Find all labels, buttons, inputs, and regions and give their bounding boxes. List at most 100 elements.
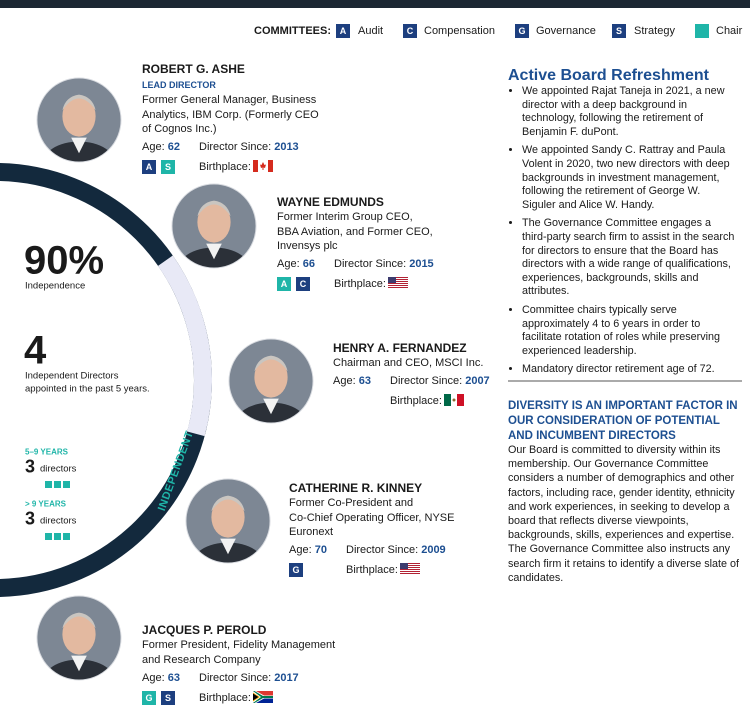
director-description: of Cognos Inc.) bbox=[142, 123, 217, 135]
since-label: Director Since: bbox=[346, 544, 419, 556]
director-description: Euronext bbox=[289, 526, 334, 538]
tenure-value: 3 bbox=[25, 508, 36, 529]
since-label: Director Since: bbox=[334, 258, 407, 270]
tenure-icon bbox=[45, 533, 52, 540]
refreshment-list: We appointed Rajat Taneja in 2021, a new… bbox=[508, 85, 736, 382]
committee-badge: C bbox=[296, 277, 310, 291]
age-label: Age: bbox=[333, 375, 356, 387]
tenure-label: > 9 YEARS bbox=[25, 499, 66, 509]
age-label: Age: bbox=[142, 141, 165, 153]
diversity-title: DIVERSITY IS AN IMPORTANT FACTOR IN OUR … bbox=[508, 400, 738, 442]
legend-badge: S bbox=[612, 24, 626, 38]
director-age: Age: 70 bbox=[289, 544, 327, 556]
tenure-value: 3 bbox=[25, 456, 36, 477]
committee-badge: S bbox=[161, 690, 175, 705]
diversity-text: Our Board is committed to diversity with… bbox=[508, 444, 740, 584]
independence-label: Independence bbox=[25, 280, 86, 292]
director-description: Former Co-President and bbox=[289, 497, 414, 509]
director-age: Age: 63 bbox=[333, 375, 371, 387]
age-value: 66 bbox=[302, 258, 315, 270]
director-name: JACQUES P. PEROLD bbox=[142, 623, 267, 637]
age-label: Age: bbox=[142, 671, 165, 684]
since-value: 2015 bbox=[409, 258, 434, 270]
birthplace-label: Birthplace: bbox=[346, 564, 398, 576]
flag bbox=[400, 563, 420, 575]
director-since: Director Since: 2015 bbox=[334, 258, 434, 270]
tenure-icon bbox=[45, 481, 52, 488]
birthplace-label: Birthplace: bbox=[390, 395, 442, 407]
director-name: HENRY A. FERNANDEZ bbox=[333, 341, 467, 355]
birthplace-label: Birthplace: bbox=[334, 278, 386, 290]
photo bbox=[228, 338, 314, 449]
director-age: Age: 66 bbox=[277, 258, 315, 270]
bullet: The Governance Committee engages a third… bbox=[522, 217, 736, 299]
tenure-icon bbox=[63, 533, 70, 540]
new-directors-label: Independent Directors bbox=[25, 370, 119, 382]
bullet: We appointed Rajat Taneja in 2021, a new… bbox=[522, 85, 736, 139]
age-label: Age: bbox=[277, 258, 300, 270]
legend-item-label: Governance bbox=[536, 25, 596, 37]
flag bbox=[253, 160, 273, 172]
since-label: Director Since: bbox=[199, 141, 272, 153]
director-age: Age: 62 bbox=[142, 141, 180, 153]
director-since: Director Since: 2007 bbox=[390, 375, 490, 387]
new-directors-label: appointed in the past 5 years. bbox=[25, 383, 150, 395]
since-value: 2017 bbox=[274, 671, 299, 684]
age-value: 70 bbox=[314, 544, 327, 556]
legend-item-label: Chair bbox=[716, 25, 743, 37]
director-description: Former Interim Group CEO, bbox=[277, 211, 413, 223]
committee-badge: G bbox=[142, 690, 156, 705]
top-bar bbox=[0, 0, 750, 8]
flag bbox=[253, 690, 273, 703]
director-description: Co-Chief Operating Officer, NYSE bbox=[289, 511, 455, 524]
director-name: CATHERINE R. KINNEY bbox=[289, 481, 423, 495]
director-since: Director Since: 2013 bbox=[199, 141, 299, 153]
flag bbox=[444, 394, 464, 406]
since-value: 2013 bbox=[274, 141, 299, 153]
legend-badge: G bbox=[515, 24, 529, 38]
birthplace-label: Birthplace: bbox=[199, 161, 251, 173]
bullet: Committee chairs typically serve approxi… bbox=[522, 304, 736, 358]
tenure-icon bbox=[63, 481, 70, 488]
new-directors-value: 4 bbox=[24, 328, 47, 373]
director-role: LEAD DIRECTOR bbox=[142, 80, 216, 90]
director-description: BBA Aviation, and Former CEO, bbox=[277, 225, 433, 238]
director-description: Former President, Fidelity Management bbox=[142, 639, 336, 651]
since-value: 2007 bbox=[465, 375, 490, 387]
legend-label: COMMITTEES: bbox=[254, 25, 331, 37]
tenure-icon bbox=[54, 533, 61, 540]
bullets: We appointed Rajat Taneja in 2021, a new… bbox=[508, 85, 736, 377]
tenure-icon bbox=[54, 481, 61, 488]
since-label: Director Since: bbox=[390, 375, 463, 387]
director-since: Director Since: 2017 bbox=[199, 672, 299, 684]
independence-value: 90% bbox=[24, 238, 105, 283]
legend-item-label: Audit bbox=[358, 25, 384, 37]
birthplace-label: Birthplace: bbox=[199, 691, 251, 704]
since-label: Director Since: bbox=[199, 671, 272, 684]
director-description: Chairman and CEO, MSCI Inc. bbox=[333, 357, 484, 369]
tenure-unit: directors bbox=[40, 515, 77, 527]
director-description: Invensys plc bbox=[277, 240, 338, 252]
legend-badge bbox=[695, 24, 709, 38]
flag bbox=[388, 277, 408, 289]
committee-badge: A bbox=[142, 160, 156, 174]
legend-item-label: Compensation bbox=[424, 25, 495, 37]
photo bbox=[36, 595, 122, 706]
committee-badge: S bbox=[161, 160, 175, 174]
director-description: and Research Company bbox=[142, 653, 261, 666]
legend-item-label: Strategy bbox=[634, 25, 675, 37]
photo bbox=[185, 478, 271, 589]
age-label: Age: bbox=[289, 544, 312, 556]
bullet: We appointed Sandy C. Rattray and Paula … bbox=[522, 144, 736, 212]
tenure-label: 5–9 YEARS bbox=[25, 447, 68, 457]
refreshment-title: Active Board Refreshment bbox=[508, 67, 709, 84]
ring-light bbox=[157, 255, 212, 437]
committee-badge: G bbox=[289, 563, 303, 577]
age-value: 63 bbox=[167, 671, 180, 684]
age-value: 62 bbox=[167, 141, 180, 153]
director-name: WAYNE EDMUNDS bbox=[277, 195, 384, 209]
